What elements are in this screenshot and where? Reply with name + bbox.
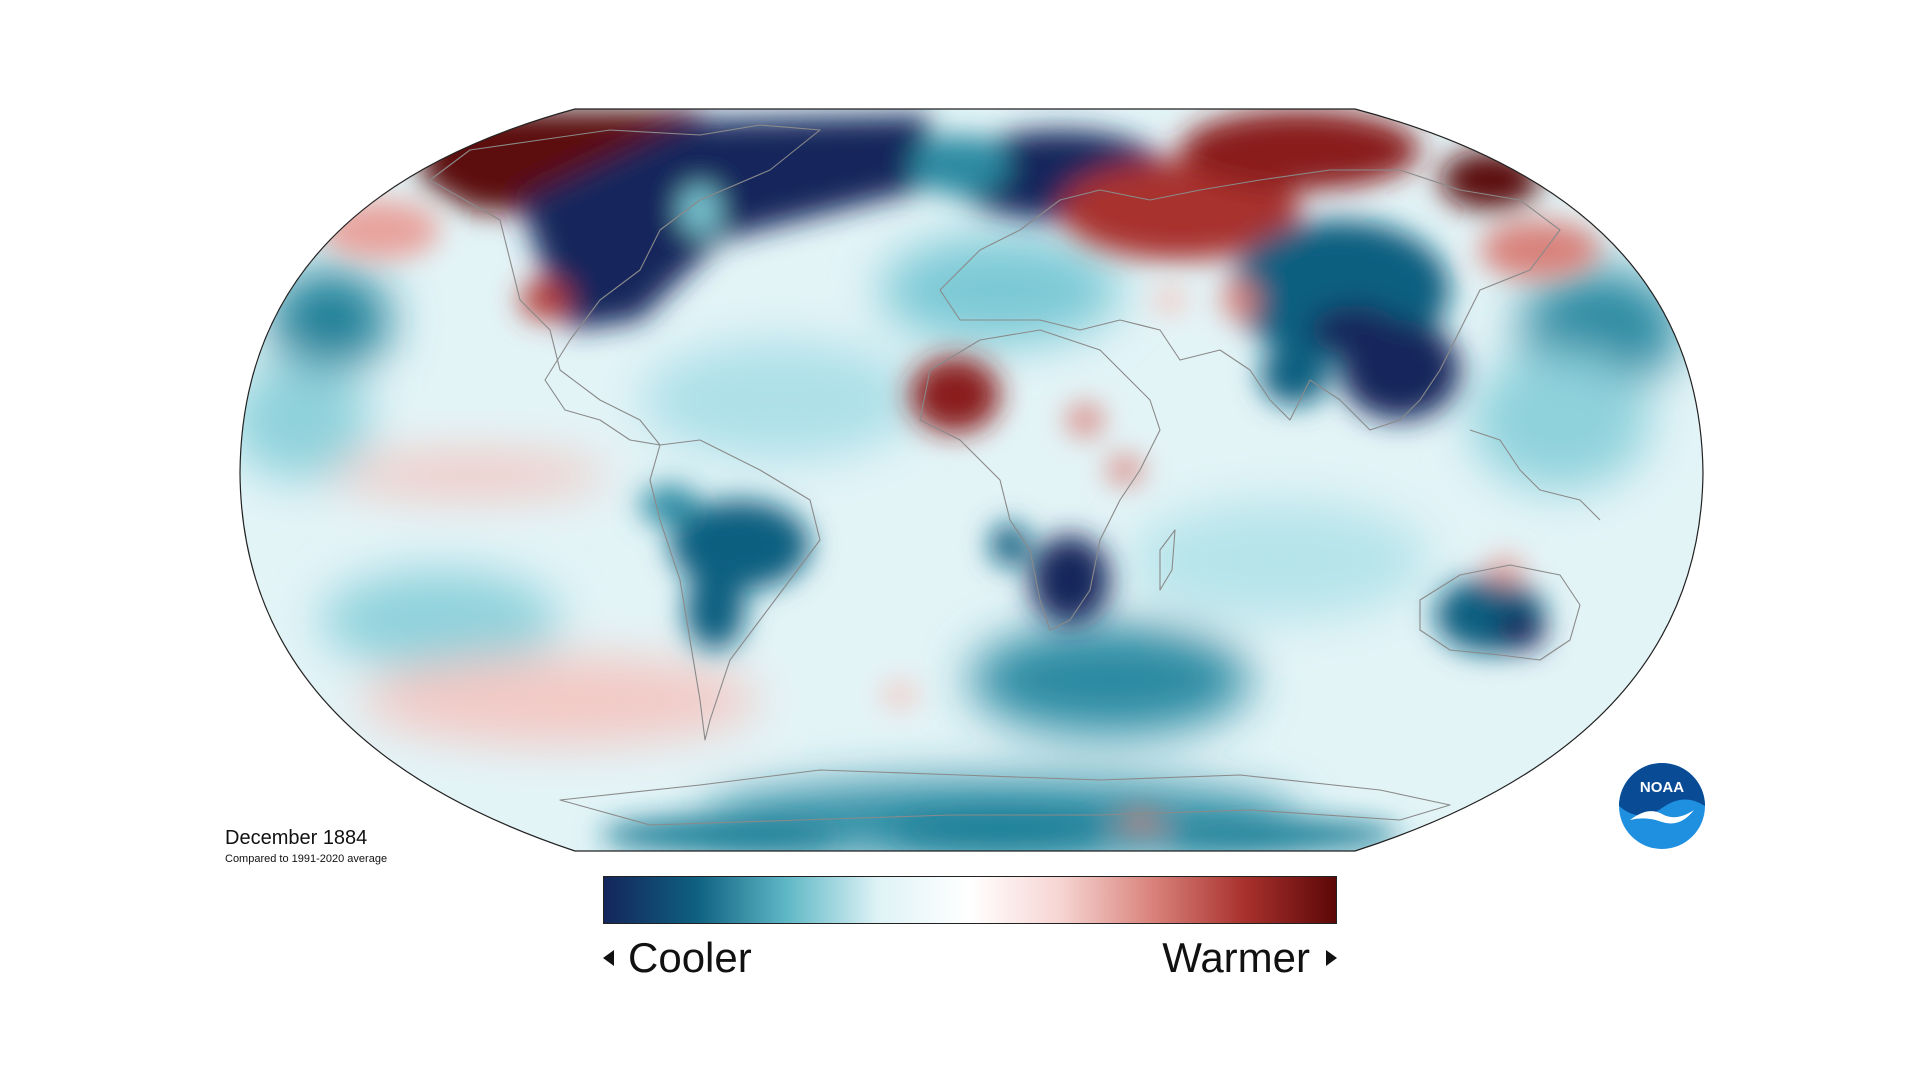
globe-outline [239, 108, 1704, 852]
cooler-label: Cooler [628, 934, 752, 981]
warmer-legend: Warmer [1162, 930, 1337, 986]
warmer-label: Warmer [1162, 934, 1310, 981]
map-subtitle: Compared to 1991-2020 average [225, 853, 388, 865]
noaa-logo-text: NOAA [1640, 779, 1684, 796]
arrow-right-icon [1326, 950, 1337, 966]
arrow-left-icon [603, 950, 614, 966]
noaa-logo-icon: NOAA [1619, 763, 1705, 849]
color-scale-legend: Cooler Warmer [603, 930, 1337, 990]
map-caption: December 1884 Compared to 1991-2020 aver… [225, 826, 387, 866]
map-title: December 1884 [225, 827, 368, 849]
cooler-legend: Cooler [603, 930, 752, 986]
color-scale-bar [603, 876, 1337, 924]
anomaly-field [240, 109, 1703, 851]
